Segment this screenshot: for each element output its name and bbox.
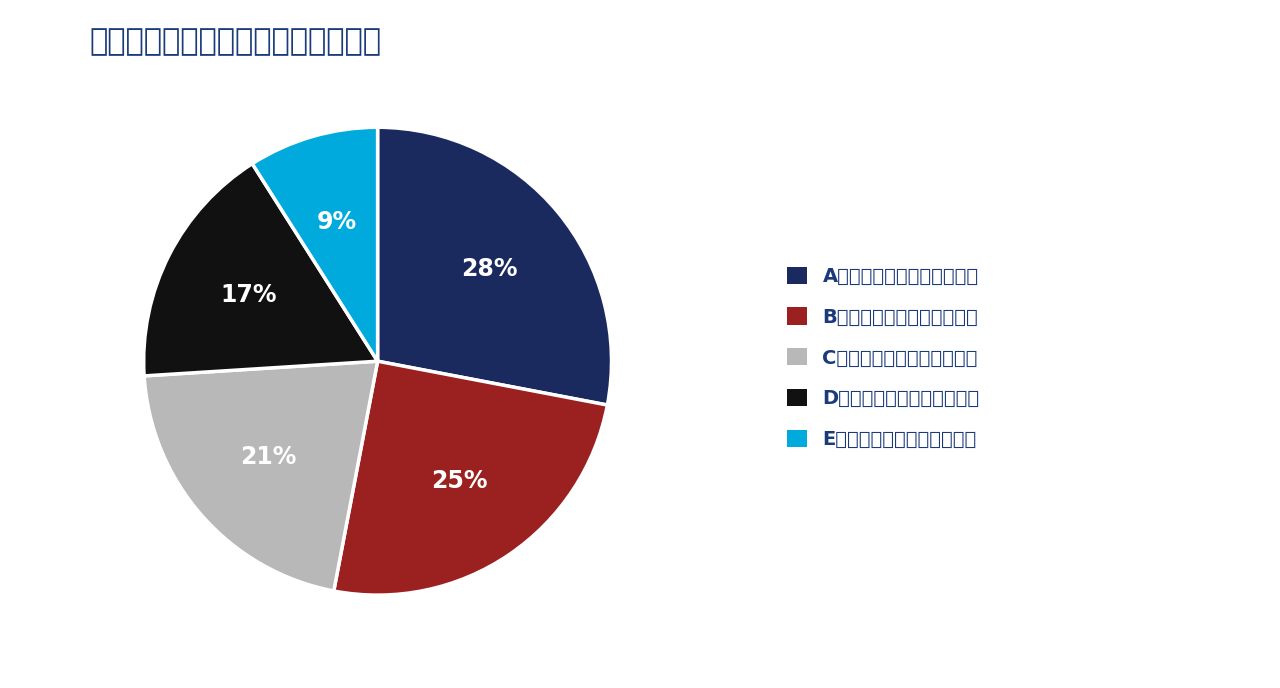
- Text: 17%: 17%: [220, 283, 276, 308]
- Wedge shape: [145, 361, 378, 591]
- Wedge shape: [378, 127, 612, 405]
- Text: 21%: 21%: [241, 445, 297, 469]
- Text: 25%: 25%: [431, 469, 488, 493]
- Wedge shape: [143, 164, 378, 376]
- Wedge shape: [334, 361, 608, 595]
- Wedge shape: [252, 127, 378, 361]
- Text: 28%: 28%: [461, 257, 517, 281]
- Legend: Aグループ（同族株主以外）, Bグループ（同族株主以外）, Cグループ（同族株主以外）, Dグループ（同族株主以外）, Eグループ（同族株主以外）: Aグループ（同族株主以外）, Bグループ（同族株主以外）, Cグループ（同族株主…: [778, 257, 989, 459]
- Text: 9%: 9%: [317, 210, 357, 234]
- Text: 同族株主のいない会社の議決権比率: 同族株主のいない会社の議決権比率: [90, 28, 381, 56]
